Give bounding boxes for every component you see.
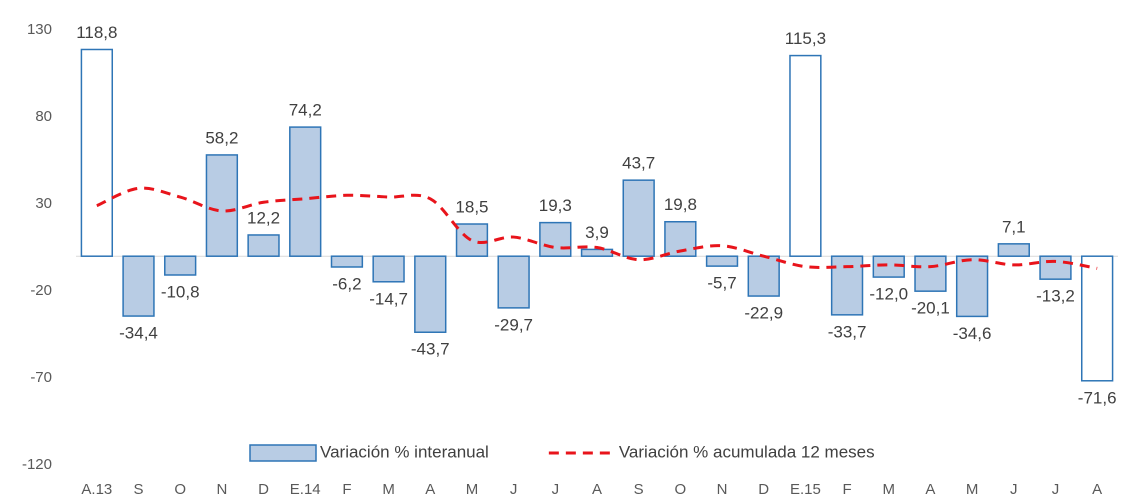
x-tick-label: A xyxy=(425,481,435,498)
legend-label: Variación % acumulada 12 meses xyxy=(619,442,875,461)
line xyxy=(96,186,1098,270)
value-label: 7,1 xyxy=(1002,217,1026,236)
x-tick-label: M xyxy=(382,481,395,498)
bar xyxy=(330,255,364,268)
bar xyxy=(455,223,489,257)
y-tick-label: -20 xyxy=(30,282,52,299)
bar xyxy=(80,48,114,257)
x-tick-label: E.14 xyxy=(290,481,321,498)
value-label: -71,6 xyxy=(1078,388,1117,407)
bar xyxy=(997,243,1030,257)
y-tick-label: 80 xyxy=(35,108,52,125)
bar xyxy=(664,220,697,257)
y-tick-label: 130 xyxy=(27,21,52,38)
x-tick-label: N xyxy=(216,481,227,498)
value-label: 19,3 xyxy=(539,196,572,215)
x-tick-label: F xyxy=(842,481,851,498)
value-label: -6,2 xyxy=(332,274,361,293)
bar xyxy=(289,126,322,257)
value-label: 118,8 xyxy=(76,23,117,42)
bar xyxy=(247,234,280,257)
legend-swatch xyxy=(249,444,317,462)
bar xyxy=(622,179,655,257)
value-label: 18,5 xyxy=(455,197,488,216)
x-tick-label: D xyxy=(758,481,769,498)
value-label: 3,9 xyxy=(585,223,609,242)
value-label: -20,1 xyxy=(911,299,950,318)
bar xyxy=(497,255,530,309)
x-tick-label: N xyxy=(717,481,728,498)
x-tick-label: O xyxy=(174,481,186,498)
x-tick-label: J xyxy=(510,481,518,498)
value-label: -10,8 xyxy=(161,282,200,301)
x-tick-label: J xyxy=(1010,481,1018,498)
bar xyxy=(1080,255,1114,382)
value-label: 19,8 xyxy=(664,195,697,214)
bar xyxy=(580,248,614,257)
value-label: -5,7 xyxy=(707,274,736,293)
x-tick-label: A xyxy=(1092,481,1102,498)
x-tick-label: A xyxy=(592,481,602,498)
bar xyxy=(747,255,780,297)
bar xyxy=(955,255,989,318)
bar xyxy=(830,255,864,316)
value-label: -33,7 xyxy=(828,322,867,341)
x-tick-label: E.15 xyxy=(790,481,821,498)
x-tick-label: M xyxy=(883,481,896,498)
bar xyxy=(1039,255,1072,280)
bar xyxy=(789,54,822,257)
value-label: -34,6 xyxy=(953,324,992,343)
bar xyxy=(414,255,447,333)
bar xyxy=(372,255,405,283)
value-label: -29,7 xyxy=(494,315,533,334)
x-tick-label: M xyxy=(466,481,479,498)
value-label: -14,7 xyxy=(369,289,408,308)
value-label: 58,2 xyxy=(205,128,238,147)
x-tick-label: J xyxy=(552,481,560,498)
x-tick-label: A xyxy=(925,481,935,498)
x-tick-label: F xyxy=(342,481,351,498)
y-tick-label: 30 xyxy=(35,195,52,212)
x-tick-label: O xyxy=(675,481,687,498)
value-label: 43,7 xyxy=(622,154,655,173)
value-label: 115,3 xyxy=(785,29,826,48)
value-label: -34,4 xyxy=(119,324,158,343)
y-tick-label: -120 xyxy=(22,456,52,473)
x-tick-label: S xyxy=(634,481,644,498)
x-tick-label: A.13 xyxy=(81,481,112,498)
value-label: -13,2 xyxy=(1036,287,1075,306)
x-tick-label: M xyxy=(966,481,979,498)
bar xyxy=(122,255,155,317)
bar xyxy=(705,255,739,267)
value-label: -12,0 xyxy=(869,285,908,304)
bar xyxy=(539,221,572,257)
bar xyxy=(164,255,197,276)
x-tick-label: S xyxy=(134,481,144,498)
value-label: -43,7 xyxy=(411,340,450,359)
x-tick-label: D xyxy=(258,481,269,498)
value-label: 74,2 xyxy=(289,101,322,120)
legend-label: Variación % interanual xyxy=(320,442,489,461)
x-tick-label: J xyxy=(1052,481,1060,498)
bar xyxy=(914,255,947,292)
value-label: 12,2 xyxy=(247,208,280,227)
bar xyxy=(205,154,239,257)
value-label: -22,9 xyxy=(744,304,783,323)
y-tick-label: -70 xyxy=(30,369,52,386)
